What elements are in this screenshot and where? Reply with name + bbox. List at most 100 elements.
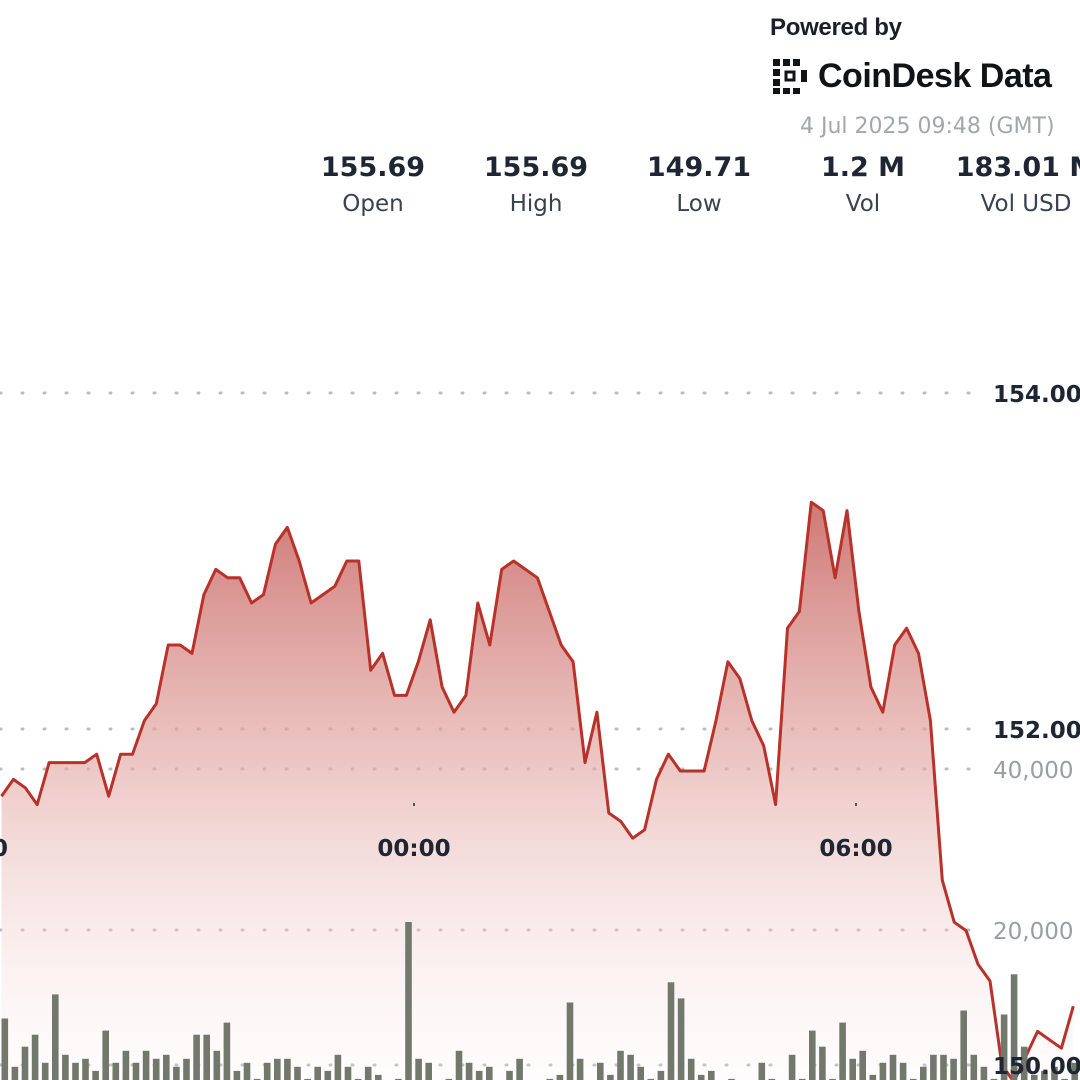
volume-bar (819, 1046, 826, 1080)
volume-bar (445, 1078, 453, 1080)
volume-bar (607, 1074, 614, 1080)
volume-bar (263, 1062, 271, 1080)
price-tick-label: 152.00 (993, 718, 1080, 744)
volume-bar (122, 1050, 130, 1080)
volume-bar (728, 1078, 735, 1080)
volume-bar (183, 1058, 190, 1080)
volume-bar (879, 1062, 887, 1080)
volume-bar (687, 1058, 695, 1080)
volume-bar (960, 1010, 967, 1080)
volume-bar (506, 1070, 513, 1080)
volume-bar (1051, 1066, 1058, 1080)
volume-bar (657, 1070, 665, 1080)
volume-bar (102, 1030, 109, 1080)
volume-bar (344, 1066, 352, 1080)
volume-bar (1010, 974, 1018, 1080)
volume-bar (455, 1050, 463, 1080)
volume-bar (566, 1002, 574, 1080)
volume-bar (233, 1070, 241, 1080)
volume-bar (930, 1054, 937, 1080)
volume-bar (809, 1030, 816, 1080)
stat-high-value: 155.69 (483, 152, 589, 183)
volume-bar (859, 1050, 866, 1080)
volume-bar (1061, 1078, 1068, 1080)
volume-bar (627, 1054, 634, 1080)
volume-bar (647, 1078, 655, 1080)
volume-bar (909, 1078, 917, 1080)
volume-bar (970, 1054, 978, 1080)
volume-bar (617, 1050, 624, 1080)
volume-bar (546, 1078, 554, 1080)
time-tick-label: 06:00 (819, 836, 892, 862)
volume-tick-label: 40,000 (993, 758, 1073, 784)
time-tick-label: 0 (0, 836, 8, 862)
stat-high: 155.69 High (456, 152, 616, 217)
volume-bar (193, 1034, 200, 1080)
price-area (1, 502, 1074, 1080)
volume-bar (354, 1078, 362, 1080)
volume-bar (11, 1066, 19, 1080)
volume-bar (334, 1054, 342, 1080)
volume-bar (274, 1058, 281, 1080)
volume-bar (314, 1066, 321, 1080)
volume-bar (465, 1062, 473, 1080)
stat-open: 155.69 Open (293, 152, 453, 217)
volume-bar (173, 1066, 180, 1080)
volume-bar (768, 1078, 776, 1080)
stat-vol-usd-label: Vol USD (980, 191, 1072, 217)
volume-bar (163, 1054, 170, 1080)
stat-low: 149.71 Low (619, 152, 779, 217)
volume-bar (990, 1078, 998, 1080)
volume-bar (899, 1062, 907, 1080)
volume-bar (889, 1054, 897, 1080)
volume-bar (516, 1058, 523, 1080)
volume-bar (576, 1058, 584, 1080)
coindesk-logo-icon (773, 59, 807, 94)
volume-bar (62, 1054, 69, 1080)
volume-bar (223, 1022, 231, 1080)
volume-bar (253, 1078, 261, 1080)
volume-bar (142, 1050, 150, 1080)
volume-bar (597, 1062, 604, 1080)
volume-bar (52, 994, 59, 1080)
volume-bar (92, 1070, 99, 1080)
volume-bar (395, 1078, 402, 1080)
stat-vol-usd: 183.01 M Vol USD (946, 152, 1080, 217)
price-line (0, 500, 1075, 1080)
volume-bar (1071, 1062, 1078, 1080)
stat-vol-value: 1.2 M (820, 152, 906, 183)
volume-bar (1041, 1070, 1048, 1080)
volume-bar (82, 1058, 89, 1080)
volume-bar (31, 1034, 39, 1080)
volume-bar (697, 1074, 705, 1080)
volume-bar (324, 1070, 332, 1080)
volume-bar (152, 1058, 160, 1080)
coindesk-data-logo: CoinDesk Data (770, 56, 1052, 96)
volume-bar (1000, 1014, 1008, 1080)
powered-by-label: Powered by (770, 14, 902, 41)
volume-bar (829, 1078, 836, 1080)
volume-bar (950, 1058, 957, 1080)
volume-bar (677, 998, 685, 1080)
volume-bar (243, 1062, 251, 1080)
volume-bar (284, 1058, 291, 1080)
volume-bar (849, 1058, 856, 1080)
volume-bar (486, 1066, 493, 1080)
stat-vol-label: Vol (845, 191, 881, 217)
volume-bar (425, 1062, 432, 1080)
stat-vol: 1.2 M Vol (783, 152, 943, 217)
volume-tick-label: 20,000 (993, 919, 1073, 945)
time-tick-label: 00:00 (377, 836, 450, 862)
volume-bar (41, 1062, 49, 1080)
stat-open-label: Open (342, 191, 404, 217)
volume-bar (839, 1022, 846, 1080)
stat-low-value: 149.71 (646, 152, 752, 183)
volume-bar (112, 1062, 120, 1080)
volume-bar (72, 1062, 79, 1080)
volume-bar (940, 1054, 947, 1080)
stat-high-label: High (509, 191, 563, 217)
volume-bar (213, 1050, 221, 1080)
volume-bar (556, 1074, 564, 1080)
price-tick-label: 154.00 (993, 382, 1080, 408)
volume-bar (21, 1046, 29, 1080)
